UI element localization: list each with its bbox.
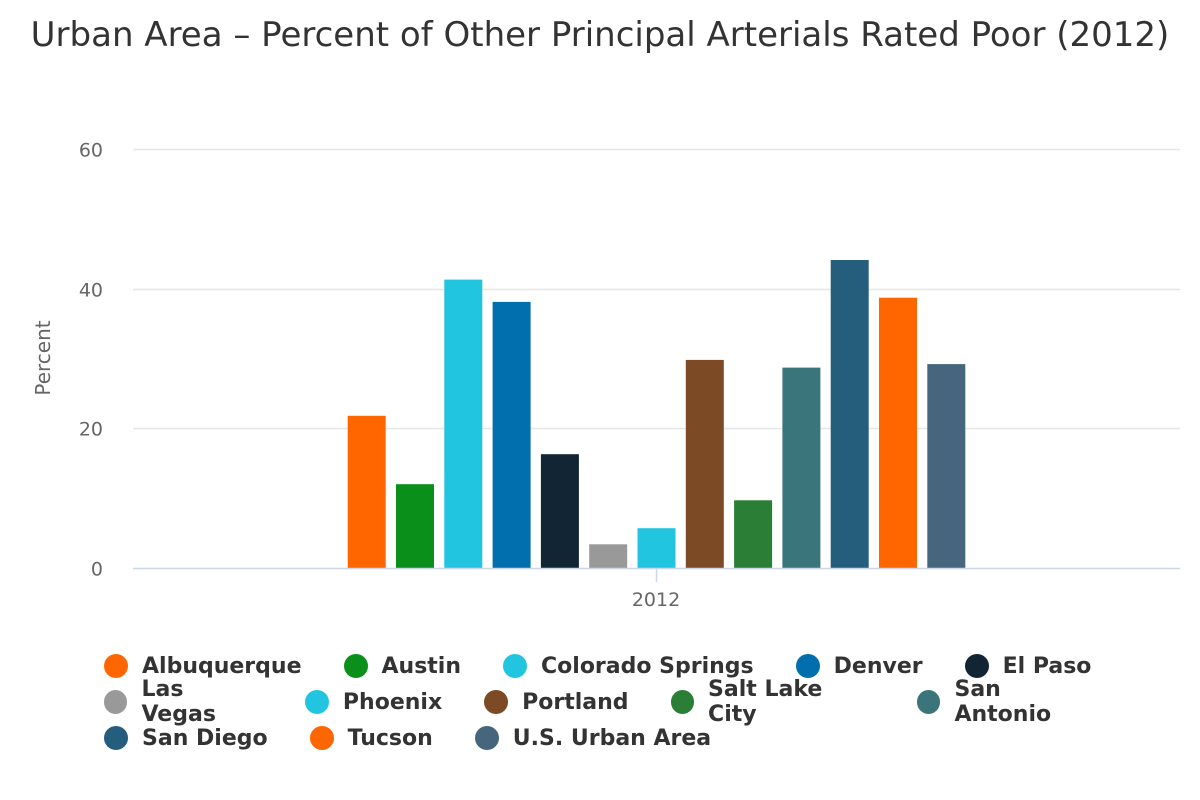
y-axis-ticks: 0 20 40 60	[79, 140, 103, 581]
legend-marker-icon	[104, 690, 128, 714]
legend-row: San Diego Tucson U.S. Urban Area	[100, 720, 1140, 756]
bar-tucson[interactable]	[879, 297, 917, 568]
legend-item[interactable]: San Diego	[100, 726, 268, 751]
legend-marker-icon	[503, 654, 528, 678]
bar-portland[interactable]	[685, 359, 724, 568]
legend-marker-icon	[916, 690, 941, 714]
legend-marker-icon	[484, 690, 509, 714]
legend-marker-icon	[343, 654, 368, 678]
legend-item[interactable]: Colorado Springs	[499, 654, 754, 679]
bar-albuquerque[interactable]	[347, 415, 386, 568]
y-tick-label: 60	[79, 140, 103, 162]
y-tick-label: 20	[79, 419, 103, 441]
legend-label: Portland	[522, 689, 629, 715]
bars	[347, 260, 966, 568]
legend-marker-icon	[670, 690, 695, 714]
legend-label: Phoenix	[342, 689, 443, 715]
bar-san-antonio[interactable]	[782, 367, 821, 568]
legend-label: El Paso	[1002, 653, 1092, 679]
legend-row: Las Vegas Phoenix Portland Salt Lake City Sa…	[100, 677, 1140, 727]
legend-marker-icon	[474, 726, 499, 750]
legend-label: San Antonio	[954, 677, 1052, 727]
gridlines	[133, 148, 1180, 430]
legend-item[interactable]: Las Vegas	[100, 677, 263, 727]
legend-label: Colorado Springs	[541, 653, 754, 679]
chart-plot: 0 20 40 60 Percent 2012	[31, 140, 1180, 611]
legend-label: Salt Lake City	[708, 677, 823, 727]
legend-label: Tucson	[347, 725, 433, 751]
legend-label: Austin	[381, 653, 462, 679]
y-tick-label: 40	[79, 280, 103, 302]
legend-item[interactable]: Austin	[340, 653, 462, 679]
legend-row: Albuquerque Austin Colorado Springs Denver E…	[100, 648, 1140, 684]
legend-marker-icon	[304, 690, 329, 714]
legend-item[interactable]: Salt Lake City	[667, 677, 875, 727]
bar-denver[interactable]	[492, 301, 531, 568]
legend-item[interactable]: San Antonio	[913, 677, 1102, 727]
y-tick-label: 0	[91, 559, 103, 581]
bar-colorado-springs[interactable]	[444, 279, 483, 568]
legend-label: San Diego	[142, 725, 268, 751]
bar-austin[interactable]	[396, 484, 434, 568]
legend-item[interactable]: Tucson	[306, 726, 433, 751]
legend-item[interactable]: Albuquerque	[100, 654, 302, 679]
bar-las-vegas[interactable]	[589, 544, 628, 568]
legend-marker-icon	[795, 654, 820, 678]
legend-item[interactable]: Phoenix	[301, 690, 442, 715]
bar-san-diego[interactable]	[830, 260, 869, 568]
bar-salt-lake-city[interactable]	[734, 500, 773, 568]
x-tick-label: 2012	[632, 589, 680, 611]
legend: Albuquerque Austin Colorado Springs Denver E…	[100, 648, 1140, 756]
bar-el-paso[interactable]	[540, 454, 579, 568]
legend-item[interactable]: Portland	[480, 689, 629, 715]
legend-marker-icon	[309, 726, 334, 750]
legend-item[interactable]: U.S. Urban Area	[471, 726, 711, 751]
y-axis-title: Percent	[31, 320, 55, 395]
legend-marker-icon	[104, 726, 128, 750]
legend-label: Denver	[833, 653, 923, 679]
legend-item[interactable]: Denver	[792, 654, 923, 679]
legend-label: Las Vegas	[141, 677, 216, 727]
legend-label: Albuquerque	[142, 653, 302, 679]
legend-item[interactable]: El Paso	[961, 653, 1092, 679]
legend-label: U.S. Urban Area	[512, 725, 712, 751]
legend-marker-icon	[104, 654, 128, 678]
bar-u-s-urban-area[interactable]	[927, 364, 966, 568]
chart-title: Urban Area – Percent of Other Principal …	[30, 15, 1170, 55]
bar-phoenix[interactable]	[637, 528, 676, 568]
legend-marker-icon	[964, 654, 989, 678]
